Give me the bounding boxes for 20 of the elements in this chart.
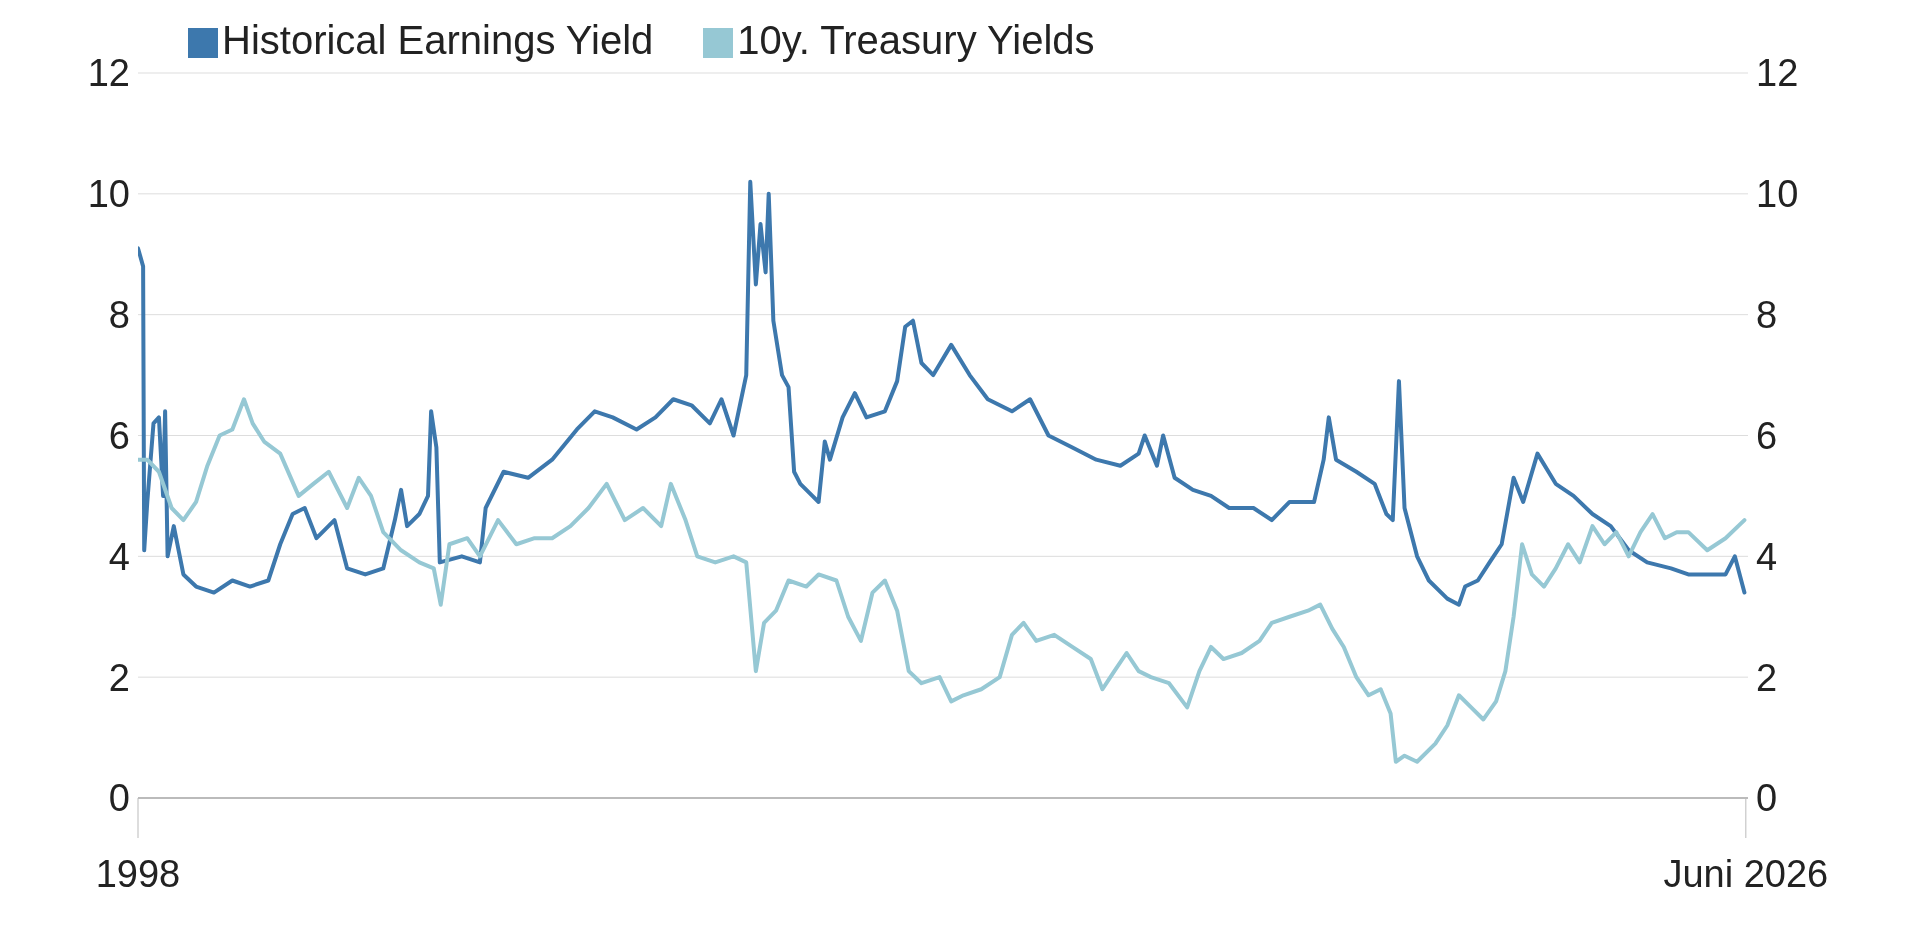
y-tick-label: 8 [108,294,130,337]
y-tick-label: 0 [108,777,130,820]
y2-tick-label: 6 [1756,414,1778,457]
x-tick-label: Juni 2026 [1663,852,1829,895]
y2-tick-label: 8 [1756,294,1778,337]
y-tick-label: 10 [87,173,130,216]
y2-tick-label: 0 [1756,777,1778,820]
y-tick-label: 2 [108,656,130,699]
line-series [138,179,1747,607]
y2-tick-label: 2 [1756,656,1778,699]
x-tick-label: 1998 [95,852,181,895]
legend-label: Historical Earnings Yield [222,18,654,62]
y2-tick-label: 4 [1756,535,1778,578]
y2-tick-label: 12 [1756,52,1799,95]
y-tick-label: 12 [87,52,130,95]
line-series [138,397,1747,764]
y-tick-label: 6 [108,414,130,457]
y-tick-label: 4 [108,535,130,578]
legend-label: 10y. Treasury Yields [737,18,1095,62]
y2-tick-label: 10 [1756,173,1799,216]
